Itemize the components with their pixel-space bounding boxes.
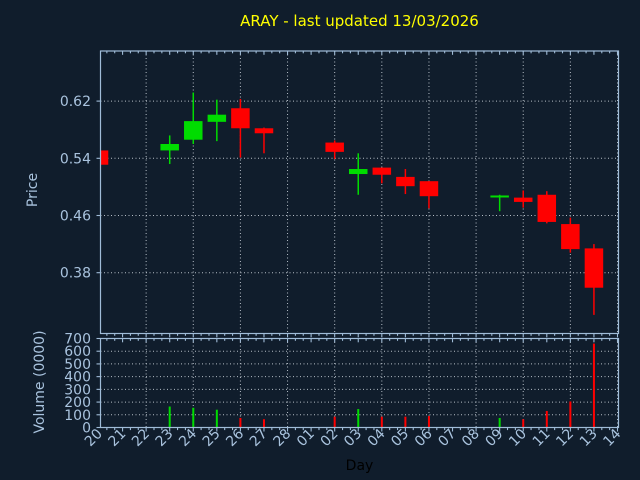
- candle-day-10: [513, 190, 533, 208]
- candle-day-04: [372, 167, 392, 184]
- candle-day-26: [231, 98, 250, 158]
- candle-body: [372, 167, 392, 175]
- candle-body: [207, 114, 227, 122]
- volume-ytick-label: 400: [64, 370, 91, 386]
- volume-ytick-label: 200: [64, 395, 91, 411]
- candle-day-05: [396, 169, 415, 195]
- volume-bar-day-12: [569, 401, 572, 427]
- price-ytick-label: 0.54: [60, 151, 91, 167]
- price-ytick-label: 0.62: [60, 94, 91, 110]
- price-ytick-label: 0.38: [60, 266, 91, 282]
- volume-frame: [99, 337, 620, 429]
- volume-ytick-label: 300: [64, 382, 91, 398]
- candle-body: [584, 248, 604, 288]
- volume-ytick-label: 100: [64, 408, 91, 424]
- candle-body: [513, 197, 533, 202]
- candles-layer: [100, 92, 604, 315]
- candle-body: [231, 108, 250, 129]
- volume-ytick-label: 500: [64, 357, 91, 373]
- candle-day-09: [490, 194, 509, 212]
- candle-body: [490, 195, 509, 198]
- candle-day-25: [207, 99, 227, 142]
- volume-bar-day-11: [545, 410, 548, 427]
- volume-bar-day-25: [215, 409, 218, 427]
- candle-day-27: [254, 127, 274, 154]
- volume-bar-day-23: [168, 406, 171, 427]
- volume-bar-day-27: [262, 419, 265, 427]
- volume-ytick-label: 0: [82, 421, 91, 437]
- volume-bar-day-06: [427, 416, 430, 427]
- candle-day-13: [584, 244, 604, 315]
- tick-labels: 0.620.540.460.38700600500400300200100020…: [60, 94, 625, 450]
- candle-body: [419, 181, 439, 197]
- ticks: [96, 51, 619, 432]
- candle-day-11: [537, 191, 557, 224]
- candle-body: [325, 142, 344, 152]
- candle-body: [254, 128, 274, 134]
- volume-bar-day-26: [239, 417, 242, 427]
- candle-body: [396, 176, 415, 187]
- volume-bar-day-05: [404, 416, 407, 427]
- volume-bars-layer: [168, 343, 595, 427]
- price-axis-label: Price: [25, 172, 41, 208]
- price-frame: [99, 50, 620, 335]
- volume-bar-day-13: [592, 343, 595, 427]
- candle-body: [537, 194, 557, 222]
- candle-day-02: [325, 140, 344, 160]
- day-axis-label: Day: [345, 458, 374, 474]
- candle-day-03: [349, 153, 368, 195]
- volume-bar-day-09: [498, 417, 501, 427]
- volume-bar-day-04: [380, 416, 383, 427]
- candle-day-06: [419, 181, 439, 209]
- volume-bar-day-10: [522, 419, 525, 427]
- candle-day-24: [184, 92, 203, 144]
- candle-day-23: [160, 135, 179, 165]
- volume-bar-day-24: [192, 407, 195, 427]
- volume-ytick-label: 700: [64, 332, 91, 348]
- chart-title: ARAY - last updated 13/03/2026: [240, 12, 479, 30]
- spines: [99, 50, 620, 429]
- candle-body: [160, 144, 179, 151]
- candle-body: [349, 169, 368, 175]
- candle-day-20: [100, 150, 109, 165]
- volume-bar-day-02: [333, 416, 336, 427]
- candle-day-12: [561, 217, 580, 253]
- candle-body: [184, 121, 203, 140]
- volume-bar-day-03: [357, 409, 360, 427]
- candle-body: [561, 224, 580, 250]
- price-ytick-label: 0.46: [60, 209, 91, 225]
- volume-ytick-label: 600: [64, 344, 91, 360]
- volume-axis-label: Volume (0000): [32, 330, 48, 434]
- candle-body: [100, 150, 109, 165]
